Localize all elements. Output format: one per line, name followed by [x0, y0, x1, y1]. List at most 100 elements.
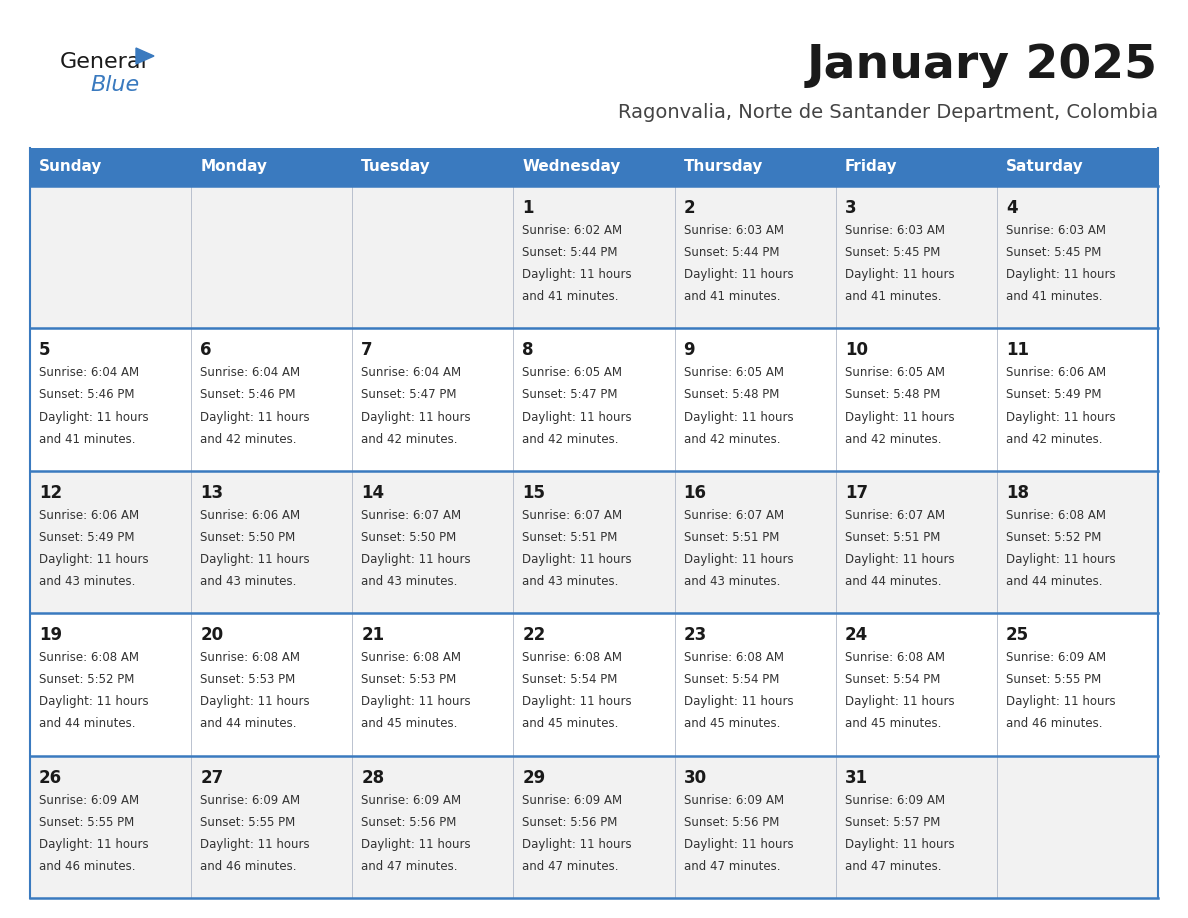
- Text: Daylight: 11 hours: Daylight: 11 hours: [1006, 268, 1116, 281]
- Text: 8: 8: [523, 341, 533, 360]
- Bar: [30, 613, 1158, 756]
- Text: Sunset: 5:49 PM: Sunset: 5:49 PM: [1006, 388, 1101, 401]
- Text: and 42 minutes.: and 42 minutes.: [1006, 432, 1102, 445]
- Text: Sunrise: 6:02 AM: Sunrise: 6:02 AM: [523, 224, 623, 237]
- Text: Sunset: 5:50 PM: Sunset: 5:50 PM: [200, 531, 296, 543]
- Text: Sunset: 5:55 PM: Sunset: 5:55 PM: [200, 816, 296, 829]
- Text: Sunrise: 6:04 AM: Sunrise: 6:04 AM: [361, 366, 461, 379]
- Text: General: General: [61, 52, 147, 72]
- Text: Sunrise: 6:08 AM: Sunrise: 6:08 AM: [683, 651, 784, 665]
- Text: Sunrise: 6:08 AM: Sunrise: 6:08 AM: [39, 651, 139, 665]
- Text: Sunset: 5:46 PM: Sunset: 5:46 PM: [39, 388, 134, 401]
- Text: Daylight: 11 hours: Daylight: 11 hours: [361, 838, 470, 851]
- Text: and 46 minutes.: and 46 minutes.: [39, 860, 135, 873]
- Text: Daylight: 11 hours: Daylight: 11 hours: [523, 268, 632, 281]
- Text: Sunset: 5:46 PM: Sunset: 5:46 PM: [200, 388, 296, 401]
- Text: Daylight: 11 hours: Daylight: 11 hours: [683, 695, 794, 709]
- Text: and 41 minutes.: and 41 minutes.: [523, 290, 619, 303]
- Text: Daylight: 11 hours: Daylight: 11 hours: [39, 410, 148, 423]
- Text: 26: 26: [39, 768, 62, 787]
- Text: Daylight: 11 hours: Daylight: 11 hours: [361, 553, 470, 565]
- Text: Sunrise: 6:09 AM: Sunrise: 6:09 AM: [845, 793, 944, 807]
- Text: Daylight: 11 hours: Daylight: 11 hours: [683, 553, 794, 565]
- Bar: [30, 329, 1158, 471]
- Text: and 42 minutes.: and 42 minutes.: [200, 432, 297, 445]
- Text: and 42 minutes.: and 42 minutes.: [683, 432, 781, 445]
- Text: Sunrise: 6:09 AM: Sunrise: 6:09 AM: [39, 793, 139, 807]
- Text: Sunrise: 6:09 AM: Sunrise: 6:09 AM: [200, 793, 301, 807]
- Bar: [30, 186, 1158, 329]
- Text: and 44 minutes.: and 44 minutes.: [39, 717, 135, 731]
- Bar: [30, 148, 191, 186]
- Text: and 47 minutes.: and 47 minutes.: [523, 860, 619, 873]
- Text: and 45 minutes.: and 45 minutes.: [845, 717, 941, 731]
- Text: Sunrise: 6:05 AM: Sunrise: 6:05 AM: [845, 366, 944, 379]
- Text: Sunset: 5:51 PM: Sunset: 5:51 PM: [845, 531, 940, 543]
- Text: 1: 1: [523, 199, 533, 217]
- Text: Daylight: 11 hours: Daylight: 11 hours: [845, 553, 954, 565]
- Text: Sunrise: 6:06 AM: Sunrise: 6:06 AM: [200, 509, 301, 521]
- Text: Sunset: 5:45 PM: Sunset: 5:45 PM: [845, 246, 940, 259]
- Text: 3: 3: [845, 199, 857, 217]
- Text: Sunset: 5:54 PM: Sunset: 5:54 PM: [845, 673, 940, 687]
- Text: Ragonvalia, Norte de Santander Department, Colombia: Ragonvalia, Norte de Santander Departmen…: [618, 103, 1158, 121]
- Text: Daylight: 11 hours: Daylight: 11 hours: [200, 695, 310, 709]
- Text: Sunrise: 6:08 AM: Sunrise: 6:08 AM: [845, 651, 944, 665]
- Text: Daylight: 11 hours: Daylight: 11 hours: [845, 838, 954, 851]
- Text: Tuesday: Tuesday: [361, 160, 431, 174]
- Text: and 47 minutes.: and 47 minutes.: [845, 860, 941, 873]
- Text: Daylight: 11 hours: Daylight: 11 hours: [1006, 695, 1116, 709]
- Text: Sunrise: 6:04 AM: Sunrise: 6:04 AM: [39, 366, 139, 379]
- Text: and 44 minutes.: and 44 minutes.: [1006, 575, 1102, 588]
- Text: Sunset: 5:54 PM: Sunset: 5:54 PM: [683, 673, 779, 687]
- Text: Sunrise: 6:05 AM: Sunrise: 6:05 AM: [523, 366, 623, 379]
- Text: Thursday: Thursday: [683, 160, 763, 174]
- Text: Sunset: 5:53 PM: Sunset: 5:53 PM: [200, 673, 296, 687]
- Text: 13: 13: [200, 484, 223, 502]
- Text: Sunset: 5:52 PM: Sunset: 5:52 PM: [39, 673, 134, 687]
- Text: 20: 20: [200, 626, 223, 644]
- Bar: [30, 471, 1158, 613]
- Text: Daylight: 11 hours: Daylight: 11 hours: [523, 838, 632, 851]
- Text: Sunrise: 6:09 AM: Sunrise: 6:09 AM: [683, 793, 784, 807]
- Text: 11: 11: [1006, 341, 1029, 360]
- Bar: [675, 148, 835, 186]
- Text: and 43 minutes.: and 43 minutes.: [683, 575, 781, 588]
- Text: Daylight: 11 hours: Daylight: 11 hours: [845, 268, 954, 281]
- Text: Sunset: 5:54 PM: Sunset: 5:54 PM: [523, 673, 618, 687]
- Text: Sunset: 5:56 PM: Sunset: 5:56 PM: [361, 816, 456, 829]
- Text: and 43 minutes.: and 43 minutes.: [39, 575, 135, 588]
- Text: Sunset: 5:56 PM: Sunset: 5:56 PM: [523, 816, 618, 829]
- Text: Sunrise: 6:05 AM: Sunrise: 6:05 AM: [683, 366, 784, 379]
- Text: Sunrise: 6:07 AM: Sunrise: 6:07 AM: [523, 509, 623, 521]
- Text: and 45 minutes.: and 45 minutes.: [683, 717, 781, 731]
- Text: and 47 minutes.: and 47 minutes.: [683, 860, 781, 873]
- Text: Sunrise: 6:07 AM: Sunrise: 6:07 AM: [361, 509, 461, 521]
- Text: and 46 minutes.: and 46 minutes.: [200, 860, 297, 873]
- Text: and 41 minutes.: and 41 minutes.: [1006, 290, 1102, 303]
- Text: Sunset: 5:51 PM: Sunset: 5:51 PM: [683, 531, 779, 543]
- Text: Wednesday: Wednesday: [523, 160, 621, 174]
- Text: 4: 4: [1006, 199, 1017, 217]
- Text: 5: 5: [39, 341, 51, 360]
- Text: Sunset: 5:48 PM: Sunset: 5:48 PM: [683, 388, 779, 401]
- Bar: [513, 148, 675, 186]
- Text: and 41 minutes.: and 41 minutes.: [39, 432, 135, 445]
- Text: Sunset: 5:55 PM: Sunset: 5:55 PM: [1006, 673, 1101, 687]
- Text: Daylight: 11 hours: Daylight: 11 hours: [39, 695, 148, 709]
- Text: Daylight: 11 hours: Daylight: 11 hours: [39, 553, 148, 565]
- Text: Sunrise: 6:06 AM: Sunrise: 6:06 AM: [1006, 366, 1106, 379]
- Text: Daylight: 11 hours: Daylight: 11 hours: [845, 410, 954, 423]
- Text: Sunday: Sunday: [39, 160, 102, 174]
- Text: 25: 25: [1006, 626, 1029, 644]
- Text: and 42 minutes.: and 42 minutes.: [845, 432, 941, 445]
- Text: Sunset: 5:47 PM: Sunset: 5:47 PM: [523, 388, 618, 401]
- Text: Sunrise: 6:09 AM: Sunrise: 6:09 AM: [1006, 651, 1106, 665]
- Text: and 43 minutes.: and 43 minutes.: [200, 575, 297, 588]
- Text: 28: 28: [361, 768, 385, 787]
- Text: 10: 10: [845, 341, 867, 360]
- Text: 24: 24: [845, 626, 868, 644]
- Text: 30: 30: [683, 768, 707, 787]
- Text: Sunrise: 6:03 AM: Sunrise: 6:03 AM: [683, 224, 784, 237]
- Text: 15: 15: [523, 484, 545, 502]
